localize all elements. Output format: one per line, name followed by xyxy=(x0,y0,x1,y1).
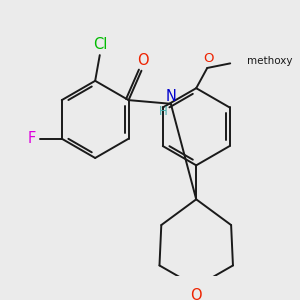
Text: H: H xyxy=(159,105,168,118)
Text: F: F xyxy=(27,131,36,146)
Text: O: O xyxy=(203,52,213,65)
Text: N: N xyxy=(165,89,176,104)
Text: methoxy: methoxy xyxy=(247,56,292,66)
Text: Cl: Cl xyxy=(94,37,108,52)
Text: O: O xyxy=(137,53,149,68)
Text: O: O xyxy=(190,288,202,300)
